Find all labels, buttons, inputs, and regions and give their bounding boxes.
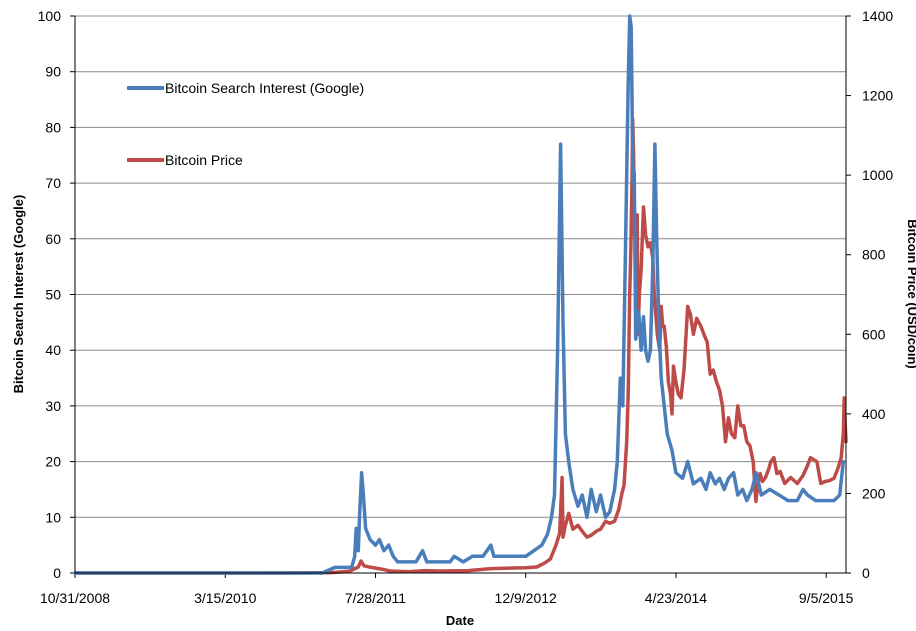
x-tick-label: 7/28/2011	[345, 590, 406, 606]
left-tick-label: 40	[45, 342, 61, 358]
left-tick-label: 30	[45, 398, 61, 414]
right-axis-ticks: 0 200 400 600 800 1000 1200 1400	[846, 8, 893, 581]
left-tick-label: 100	[38, 8, 62, 24]
right-tick-label: 200	[862, 485, 886, 501]
legend-label-search-interest: Bitcoin Search Interest (Google)	[165, 80, 364, 96]
x-tick-label: 4/23/2014	[645, 590, 707, 606]
legend-label-price: Bitcoin Price	[165, 152, 243, 168]
right-tick-label: 800	[862, 247, 886, 263]
left-tick-label: 60	[45, 231, 61, 247]
left-tick-label: 80	[45, 119, 61, 135]
right-tick-label: 400	[862, 406, 886, 422]
left-tick-label: 10	[45, 509, 61, 525]
right-axis-title: Bitcoin Price (USD/coin)	[905, 219, 916, 369]
series-layer	[73, 14, 848, 575]
x-axis-ticks: 10/31/2008 3/15/2010 7/28/2011 12/9/2012 4/2…	[40, 573, 854, 606]
right-tick-label: 1400	[862, 8, 893, 24]
left-tick-label: 20	[45, 454, 61, 470]
left-tick-label: 50	[45, 287, 61, 303]
x-tick-label: 10/31/2008	[40, 590, 110, 606]
left-tick-label: 70	[45, 175, 61, 191]
series-line-search-interest	[73, 14, 846, 575]
x-tick-label: 12/9/2012	[495, 590, 557, 606]
right-tick-label: 600	[862, 326, 886, 342]
left-tick-label: 90	[45, 64, 61, 80]
axes	[74, 16, 847, 574]
left-axis-ticks: 0 10 20 30 40 50 60 70 80 90 100	[38, 8, 75, 581]
left-tick-label: 0	[53, 565, 61, 581]
gridlines	[75, 15, 846, 574]
x-axis-title: Date	[446, 613, 474, 628]
left-axis-title: Bitcoin Search Interest (Google)	[11, 195, 26, 394]
right-tick-label: 0	[862, 565, 870, 581]
right-tick-label: 1200	[862, 88, 893, 104]
x-tick-label: 9/5/2015	[799, 590, 854, 606]
x-tick-label: 3/15/2010	[194, 590, 256, 606]
series-line-price	[73, 117, 848, 575]
legend: Bitcoin Search Interest (Google) Bitcoin…	[127, 80, 364, 168]
right-tick-label: 1000	[862, 167, 893, 183]
